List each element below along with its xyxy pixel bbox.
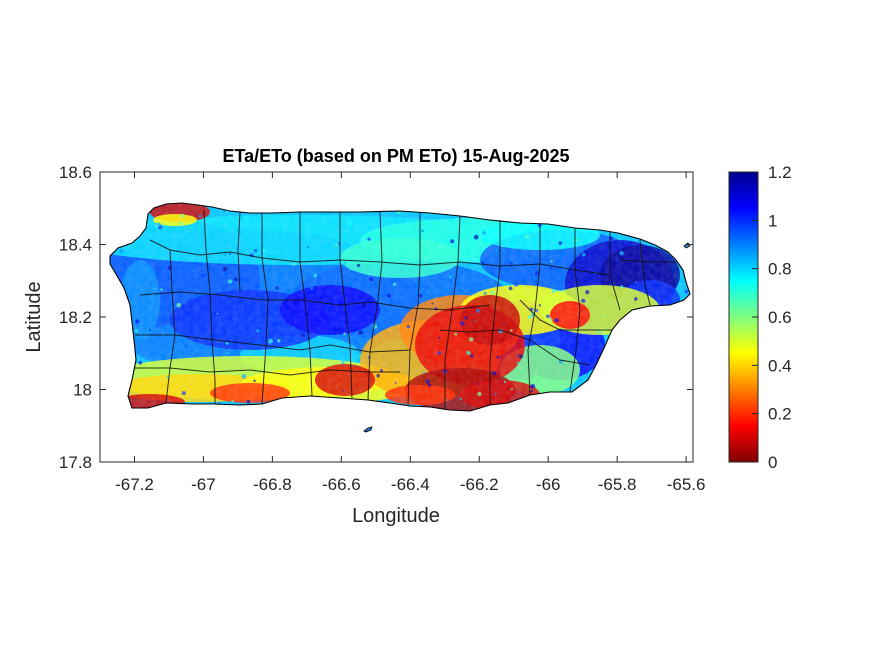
y-tick-label: 18 xyxy=(73,381,92,400)
x-tick-label: -66.2 xyxy=(460,475,499,494)
municipality-border xyxy=(367,211,383,401)
y-tick-label: 18.2 xyxy=(59,308,92,327)
x-tick-label: -65.6 xyxy=(667,475,706,494)
municipality-border xyxy=(519,299,612,331)
colorbar-tick-label: 1.2 xyxy=(768,163,792,182)
y-tick-label: 18.6 xyxy=(59,163,92,182)
x-tick-label: -66.4 xyxy=(391,475,430,494)
x-tick-label: -67 xyxy=(191,475,216,494)
y-tick-label: 18.4 xyxy=(59,236,92,255)
chart-title: ETa/ETo (based on PM ETo) 15-Aug-2025 xyxy=(222,146,569,166)
municipality-border xyxy=(299,212,313,397)
municipality-border xyxy=(135,367,400,376)
municipality-border xyxy=(439,329,591,366)
colorbar-tick-label: 0.8 xyxy=(768,260,792,279)
municipality-border xyxy=(569,228,581,393)
colorbar-tick-label: 1 xyxy=(768,211,777,230)
y-axis-label: Latitude xyxy=(23,281,45,352)
municipality-border xyxy=(237,211,241,293)
colorbar-tick-label: 0.2 xyxy=(768,405,792,424)
y-tick-label: 17.8 xyxy=(59,453,92,472)
colorbar-tick-label: 0.4 xyxy=(768,356,792,375)
municipality-border xyxy=(203,209,216,404)
municipality-border xyxy=(489,220,501,405)
colorbar-tick-label: 0 xyxy=(768,453,777,472)
x-axis-label: Longitude xyxy=(352,505,440,527)
municipality-border xyxy=(165,249,176,404)
colorbar-ticks: 0 0.2 0.4 0.6 0.8 1 1.2 xyxy=(752,163,792,472)
y-axis: 17.8 18 18.2 18.4 18.6 xyxy=(59,163,693,472)
municipality-border xyxy=(407,213,421,407)
island-coastline xyxy=(109,202,691,412)
municipality-border xyxy=(619,259,676,263)
municipality-border xyxy=(609,232,621,311)
x-tick-label: -66 xyxy=(536,475,561,494)
colorbar-tick-label: 0.6 xyxy=(768,308,792,327)
municipality-border xyxy=(339,212,353,399)
municipality-border xyxy=(261,213,269,405)
municipality-border xyxy=(639,239,651,306)
municipality-border xyxy=(135,334,411,353)
islet-caja-de-muerto xyxy=(363,426,373,433)
x-axis: -67.2 -67 -66.8 -66.6 -66.4 -66.2 -66 -65.8 -65.… xyxy=(115,172,705,494)
x-tick-label: -65.8 xyxy=(598,475,637,494)
x-tick-label: -66.8 xyxy=(253,475,292,494)
municipality-border xyxy=(139,291,491,311)
municipality-border xyxy=(149,239,611,276)
municipality-border xyxy=(527,224,541,396)
x-tick-label: -66.6 xyxy=(322,475,361,494)
x-tick-label: -67.2 xyxy=(115,475,154,494)
municipality-borders xyxy=(135,209,676,410)
municipality-border xyxy=(444,215,461,410)
